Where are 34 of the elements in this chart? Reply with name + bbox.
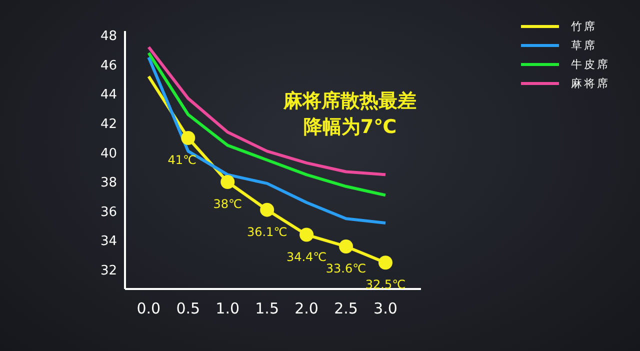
y-tick-label: 36 bbox=[100, 204, 117, 220]
point bbox=[220, 174, 235, 189]
y-tick-label: 40 bbox=[100, 146, 117, 162]
y-tick-label: 44 bbox=[100, 88, 117, 103]
data-label: 33.6℃ bbox=[326, 261, 366, 276]
data-label: 32.5℃ bbox=[365, 278, 406, 292]
legend-label: 牛皮席 bbox=[571, 57, 610, 72]
x-tick-label: 0.0 bbox=[136, 300, 161, 318]
data-label: 34.4℃ bbox=[286, 250, 327, 264]
data-label: 36.1℃ bbox=[246, 224, 288, 239]
y-tick-label: 42 bbox=[100, 116, 117, 132]
x-tick-label: 0.5 bbox=[176, 300, 200, 318]
point bbox=[300, 228, 314, 242]
y-tick-label: 46 bbox=[100, 58, 117, 74]
y-tick-label: 38 bbox=[100, 176, 117, 191]
annotation: 降幅为7℃ bbox=[302, 115, 398, 140]
x-tick-label: 1.5 bbox=[255, 300, 280, 318]
y-tick-label: 32 bbox=[100, 264, 117, 279]
legend-label: 竹席 bbox=[571, 19, 597, 34]
x-tick-label: 2.5 bbox=[334, 300, 358, 318]
legend-label: 麻将席 bbox=[571, 76, 610, 91]
point bbox=[260, 202, 274, 217]
y-tick-label: 34 bbox=[100, 234, 117, 250]
point bbox=[181, 131, 196, 146]
y-tick-label: 48 bbox=[100, 29, 117, 44]
x-tick-label: 2.0 bbox=[294, 300, 318, 318]
legend-label: 草席 bbox=[571, 38, 597, 53]
annotation: 麻将席散热最差 bbox=[282, 89, 418, 114]
point bbox=[339, 239, 354, 254]
x-tick-label: 1.0 bbox=[216, 300, 240, 318]
data-label: 38℃ bbox=[213, 196, 242, 211]
data-label: 41℃ bbox=[168, 153, 197, 168]
point bbox=[378, 256, 392, 270]
x-tick-label: 3.0 bbox=[374, 300, 398, 318]
